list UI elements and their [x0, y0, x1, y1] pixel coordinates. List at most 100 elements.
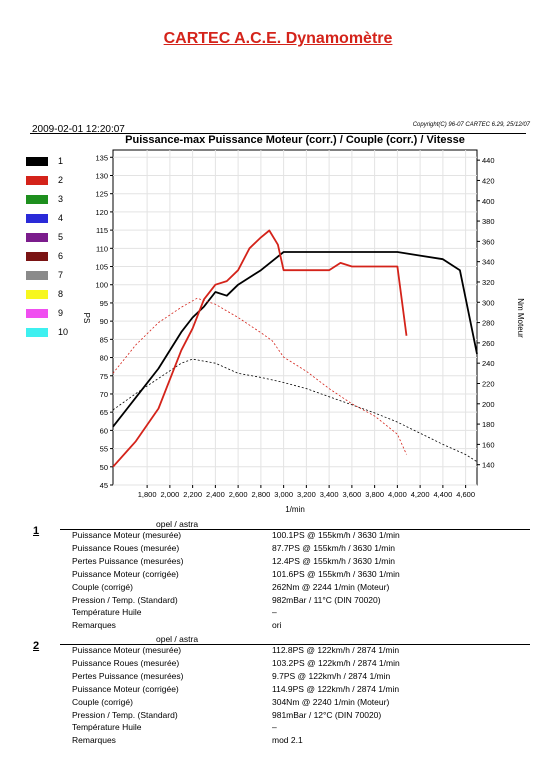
axis-ticks: 1,800 2,000 2,200 2,400 2,600 2,800 3,000 3,200… [95, 153, 494, 499]
grid-lines [113, 150, 477, 486]
detail-label: Pression / Temp. (Standard) [72, 594, 178, 605]
y-left-tick-label: 100 [95, 281, 108, 290]
detail-value: ori [272, 620, 282, 631]
legend-label: 2 [58, 175, 64, 185]
y-left-tick-label: 50 [100, 463, 108, 472]
y-right-tick-label: 340 [482, 258, 495, 267]
series-layer [112, 229, 478, 468]
y-left-tick-label: 115 [96, 226, 108, 235]
detail-value: 87.7PS @ 155km/h / 3630 1/min [272, 542, 395, 553]
y-right-tick-label: 220 [482, 379, 495, 388]
detail-value: 12.4PS @ 155km/h / 3630 1/min [272, 555, 395, 566]
header-divider [30, 133, 526, 134]
detail-label: Puissance Roues (mesurée) [72, 657, 180, 668]
detail-label: Couple (corrigé) [72, 696, 133, 707]
legend-label: 4 [58, 213, 64, 223]
y-left-tick-label: 90 [100, 317, 108, 326]
legend-label: 3 [58, 194, 64, 204]
run-number: 1 [33, 525, 40, 537]
x-tick-label: 3,800 [365, 490, 384, 499]
y-left-tick-label: 105 [95, 263, 108, 272]
detail-value: 982mBar / 11°C (DIN 70020) [272, 594, 381, 605]
y-left-tick-label: 80 [100, 354, 108, 363]
y-right-tick-label: 300 [482, 298, 495, 307]
x-tick-label: 2,800 [251, 490, 270, 499]
series-line-run2-torque [112, 297, 407, 455]
detail-label: Puissance Moteur (mesurée) [72, 645, 182, 655]
legend-swatch [26, 290, 48, 299]
y-left-tick-label: 125 [95, 190, 108, 199]
y-left-tick-label: 135 [95, 153, 108, 162]
y-right-tick-label: 320 [482, 278, 495, 287]
y-right-tick-label: 180 [482, 420, 495, 429]
x-tick-label: 2,400 [206, 490, 225, 499]
y-right-tick-label: 420 [482, 176, 495, 185]
x-tick-label: 3,600 [342, 490, 361, 499]
detail-value: 304Nm @ 2240 1/min (Moteur) [272, 696, 390, 707]
detail-label: Température Huile [72, 607, 142, 618]
legend-label: 7 [58, 270, 64, 280]
detail-label: Pertes Puissance (mesurées) [72, 555, 184, 566]
x-tick-label: 4,600 [456, 490, 475, 499]
legend-swatch [26, 328, 48, 337]
detail-value: – [272, 722, 277, 733]
y-right-tick-label: 160 [482, 440, 495, 449]
y-left-tick-label: 130 [95, 171, 108, 180]
y-right-tick-label: 240 [482, 359, 495, 368]
legend-label: 5 [58, 232, 64, 242]
y-right-tick-label: 200 [482, 400, 495, 409]
detail-label: Remarques [72, 620, 116, 631]
y-left-tick-label: 95 [100, 299, 108, 308]
legend-swatch [26, 233, 48, 242]
x-tick-label: 4,000 [388, 490, 407, 499]
detail-label: Puissance Moteur (mesurée) [72, 530, 182, 540]
detail-label: Couple (corrigé) [72, 581, 133, 592]
y-right-tick-label: 140 [482, 461, 495, 470]
x-tick-label: 1,800 [138, 490, 157, 499]
y-right-tick-label: 380 [482, 217, 495, 226]
report-datetime: 2009-02-01 12:20:07 [32, 124, 125, 135]
plot-frame [112, 149, 478, 486]
detail-value: 9.7PS @ 122km/h / 2874 1/min [272, 670, 391, 681]
legend-swatch [26, 271, 48, 280]
y-left-tick-label: 110 [96, 244, 108, 253]
chart-title: Puissance-max Puissance Moteur (corr.) /… [125, 134, 465, 146]
legend-swatch [26, 176, 48, 185]
x-tick-label: 2,200 [183, 490, 202, 499]
detail-value: 101.6PS @ 155km/h / 3630 1/min [272, 568, 400, 579]
y-left-tick-label: 75 [100, 372, 108, 381]
run-separator [60, 644, 530, 645]
detail-label: Température Huile [72, 722, 142, 733]
detail-label: Pertes Puissance (mesurées) [72, 670, 184, 681]
y-left-tick-label: 55 [100, 445, 108, 454]
y-left-tick-label: 60 [100, 426, 108, 435]
detail-value: mod 2.1 [272, 735, 303, 746]
detail-value: – [272, 607, 277, 618]
vehicle-name: opel / astra [156, 634, 199, 644]
detail-value: 100.1PS @ 155km/h / 3630 1/min [272, 530, 400, 540]
page-title: CARTEC A.C.E. Dynamomètre [163, 30, 393, 47]
legend-label: 6 [58, 251, 64, 261]
legend-swatch [26, 157, 48, 166]
y-right-tick-label: 260 [482, 339, 495, 348]
legend-label: 10 [58, 327, 69, 337]
x-tick-label: 2,600 [229, 490, 248, 499]
y-right-tick-label: 440 [482, 156, 495, 165]
series-line-run1-torque [112, 358, 478, 463]
detail-value: 112.8PS @ 122km/h / 2874 1/min [272, 645, 400, 655]
legend-label: 1 [58, 156, 64, 166]
detail-label: Remarques [72, 735, 116, 746]
legend-swatch [26, 214, 48, 223]
detail-label: Puissance Roues (mesurée) [72, 542, 180, 553]
detail-label: Puissance Moteur (corrigée) [72, 568, 179, 579]
x-tick-label: 4,400 [433, 490, 452, 499]
detail-label: Pression / Temp. (Standard) [72, 709, 178, 720]
y-axis-right-label: Nm Moteur [516, 298, 525, 338]
y-right-tick-label: 280 [482, 319, 495, 328]
run-separator [60, 529, 530, 530]
y-left-tick-label: 65 [100, 408, 108, 417]
x-tick-label: 2,000 [160, 490, 179, 499]
y-left-tick-label: 85 [100, 335, 108, 344]
vehicle-name: opel / astra [156, 519, 199, 529]
